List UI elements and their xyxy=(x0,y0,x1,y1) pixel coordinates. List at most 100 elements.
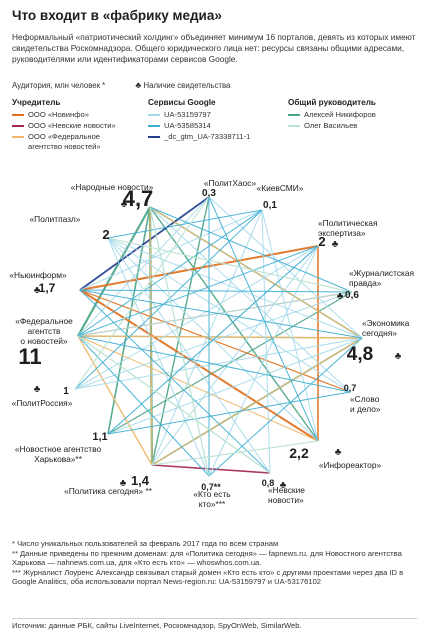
connection-line xyxy=(77,335,319,442)
connection-line xyxy=(151,196,210,466)
connection-line xyxy=(74,337,363,390)
node-label-politeksp: экспертиза» xyxy=(318,228,366,238)
node-label-ktoest: кто»*** xyxy=(199,499,226,509)
legend-item: Алексей Никифоров xyxy=(288,110,376,120)
node-label-politrossiya: «ПолитРоссия» xyxy=(12,398,73,408)
connection-line xyxy=(79,196,210,291)
legend-item: Олег Васильев xyxy=(288,121,376,131)
connection-line xyxy=(107,291,353,435)
node-label-slovo: «Слово xyxy=(350,394,380,404)
connection-line xyxy=(77,335,210,477)
audience-kievsmi: 0,1 xyxy=(263,200,277,211)
connection-line xyxy=(79,289,353,293)
connection-line xyxy=(107,237,353,293)
connection-line xyxy=(74,196,210,390)
license-icon: ♣ xyxy=(337,291,344,302)
legend-item: ООО «Невские новости» xyxy=(12,121,116,131)
legend-manager-header: Общий руководитель xyxy=(288,98,376,107)
audience-politrossiya: 1 xyxy=(63,386,69,397)
connection-line xyxy=(77,335,271,474)
connection-line xyxy=(77,196,210,337)
node-label-kievsmi: «КиевСМИ» xyxy=(257,183,304,193)
node-label-fan: агентств xyxy=(27,326,61,336)
connection-line xyxy=(77,206,151,337)
legend-google: Сервисы Google UA-53159797 UA-53585314 _… xyxy=(148,98,250,143)
license-icon: ♣ xyxy=(335,447,342,458)
node-label-zhurpravda: правда» xyxy=(349,278,382,288)
legend-item: UA-53159797 xyxy=(148,110,250,120)
connection-line xyxy=(151,464,271,474)
connection-line xyxy=(107,237,271,474)
audience-politeksp: 2 xyxy=(318,234,325,249)
source-text: Источник: данные РБК, сайты LiveInternet… xyxy=(12,621,302,630)
connection-line xyxy=(107,237,363,339)
audience-infor: 2,2 xyxy=(289,445,309,461)
audience-slovo: 0,7 xyxy=(344,383,357,393)
connection-line xyxy=(79,209,263,291)
connection-line xyxy=(151,245,319,466)
connection-line xyxy=(261,209,271,474)
connection-line xyxy=(107,391,351,435)
divider xyxy=(12,618,417,619)
license-icon: ♣ xyxy=(332,239,339,250)
audience-ktoest: 0,7** xyxy=(201,482,221,492)
intro-text: Неформальный «патриотический холдинг» об… xyxy=(12,32,416,64)
audience-newsinform: 1,7 xyxy=(39,281,56,295)
connection-line xyxy=(208,196,363,339)
connection-line xyxy=(107,209,263,239)
connection-line xyxy=(107,337,363,435)
connection-line xyxy=(151,440,319,466)
audience-politsegodnya: 1,4 xyxy=(131,473,150,488)
node-label-ekonomika: сегодня» xyxy=(362,328,397,338)
legend-founder: Учредитель ООО «Новинфо» ООО «Невские но… xyxy=(12,98,116,153)
node-label-politsegodnya: «Политика сегодня» ** xyxy=(64,486,153,496)
connection-line xyxy=(107,237,210,477)
license-legend: Наличие свидетельства xyxy=(143,81,231,90)
audience-polithaos: 0,3 xyxy=(202,188,216,199)
connection-line xyxy=(79,289,319,442)
license-icon: ♣ xyxy=(34,285,41,296)
connection-line xyxy=(77,209,263,337)
footnote-3: *** Журналист Лоуренс Александр связывал… xyxy=(12,567,404,587)
legend-item: ООО «Федеральное агентство новостей» xyxy=(12,132,116,152)
node-label-nevskie: новости» xyxy=(268,495,304,505)
license-icon: ♣ xyxy=(34,384,41,395)
connection-line xyxy=(208,196,319,442)
audience-legend: Аудитория, млн человек * xyxy=(12,81,106,90)
audience-fan: 11 xyxy=(18,344,41,369)
legend-item: ООО «Новинфо» xyxy=(12,110,116,120)
node-label-ekonomika: «Экономика xyxy=(362,318,410,328)
legend-item: UA-53585314 xyxy=(148,121,250,131)
node-label-nevskie: «Невские xyxy=(268,485,305,495)
node-label-infor: «Инфореактор» xyxy=(319,460,382,470)
legend-founder-header: Учредитель xyxy=(12,98,61,107)
node-label-newsinform: «Ньюинформ» xyxy=(9,270,67,280)
license-icon: ♣ xyxy=(395,351,402,362)
connection-line xyxy=(149,206,351,393)
node-label-novharkov: «Новостное агентство xyxy=(15,444,102,454)
legend-top: Аудитория, млн человек * ♣ Наличие свиде… xyxy=(12,80,230,90)
connection-line xyxy=(77,335,363,339)
node-label-narod: «Народные новости» xyxy=(71,182,154,192)
audience-novharkov: 1,1 xyxy=(92,431,107,443)
connection-line xyxy=(149,206,363,339)
node-label-slovo: и дело» xyxy=(350,404,381,414)
audience-zhurpravda: 0,6 xyxy=(345,290,359,301)
license-icon: ♣ xyxy=(120,478,127,489)
license-icon: ♣ xyxy=(280,480,287,491)
page-title: Что входит в «фабрику медиа» xyxy=(12,8,222,23)
audience-narod: 4,7 xyxy=(123,186,154,211)
connection-line xyxy=(151,209,263,466)
node-label-zhurpravda: «Журналистская xyxy=(349,268,414,278)
legend-google-header: Сервисы Google xyxy=(148,98,216,107)
connection-line xyxy=(79,289,271,474)
connection-line xyxy=(149,206,153,466)
node-label-politpazl: «Политпазл» xyxy=(30,214,81,224)
license-icon: ♣ xyxy=(135,80,142,90)
node-label-novharkov: Харькова»** xyxy=(34,454,83,464)
node-label-fan: о новостей» xyxy=(20,336,68,346)
footnote-2: ** Данные приведены по прежним доменам: … xyxy=(12,548,402,568)
connection-line xyxy=(151,337,363,466)
node-label-politeksp: «Политическая xyxy=(318,218,377,228)
